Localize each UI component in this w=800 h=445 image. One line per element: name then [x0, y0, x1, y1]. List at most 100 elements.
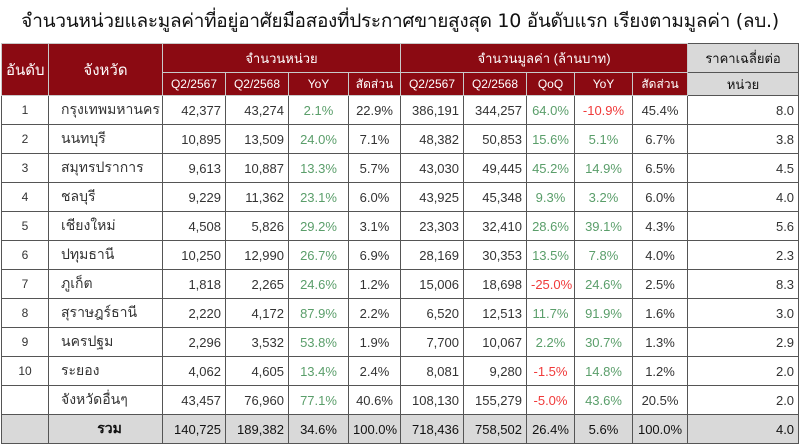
page-title: จำนวนหน่วยและมูลค่าที่อยู่อาศัยมือสองที่…	[21, 10, 779, 32]
value-q2-2568-cell: 45,348	[463, 182, 527, 212]
value-qoq-cell: 15.6%	[526, 124, 575, 154]
province-cell: ชลบุรี	[48, 182, 163, 212]
value-q2-2567-cell: 28,169	[400, 240, 464, 270]
province-cell: กรุงเทพมหานคร	[48, 95, 163, 125]
value-q2-2568-cell: 18,698	[463, 269, 527, 299]
value-q2-2568-cell: 12,513	[463, 298, 527, 328]
rank-cell: 6	[1, 240, 49, 270]
avg-price-cell: 4.5	[687, 153, 800, 183]
header-units-yoy: YoY	[288, 72, 349, 96]
header-value-q2-2567: Q2/2567	[400, 72, 464, 96]
rank-cell: 10	[1, 356, 49, 386]
value-yoy-cell: 30.7%	[574, 327, 633, 357]
value-share-cell: 1.6%	[631, 298, 689, 328]
table-row: 5 เชียงใหม่ 4,508 5,826 29.2% 3.1% 23,303 32,41…	[1, 211, 800, 241]
value-q2-2567-cell: 15,006	[400, 269, 464, 299]
table-row: จังหวัดอื่นๆ 43,457 76,960 77.1% 40.6% 108,13…	[1, 385, 800, 415]
value-yoy-cell: 5.6%	[574, 414, 633, 444]
value-yoy-cell: 14.8%	[574, 356, 633, 386]
rank-cell: 9	[1, 327, 49, 357]
units-q2-2568-cell: 76,960	[225, 385, 289, 415]
value-share-cell: 6.5%	[631, 153, 689, 183]
value-share-cell: 4.0%	[631, 240, 689, 270]
value-yoy-cell: 3.2%	[574, 182, 633, 212]
units-yoy-cell: 87.9%	[288, 298, 349, 328]
value-share-cell: 6.7%	[631, 124, 689, 154]
table-row: 6 ปทุมธานี 10,250 12,990 26.7% 6.9% 28,169 30,3…	[1, 240, 800, 270]
value-q2-2567-cell: 7,700	[400, 327, 464, 357]
header-value-yoy: YoY	[574, 72, 633, 96]
header-units-q2-2567: Q2/2567	[162, 72, 226, 96]
province-cell: ปทุมธานี	[48, 240, 163, 270]
value-qoq-cell: -5.0%	[526, 385, 575, 415]
header-province: จังหวัด	[48, 43, 163, 96]
province-cell: ภูเก็ต	[48, 269, 163, 299]
avg-price-cell: 4.0	[687, 182, 800, 212]
units-share-cell: 1.2%	[348, 269, 401, 299]
province-cell: รวม	[48, 414, 163, 444]
avg-price-cell: 8.0	[687, 95, 800, 125]
value-q2-2567-cell: 23,303	[400, 211, 464, 241]
units-q2-2568-cell: 189,382	[225, 414, 289, 444]
units-share-cell: 7.1%	[348, 124, 401, 154]
value-q2-2567-cell: 48,382	[400, 124, 464, 154]
rank-cell: 7	[1, 269, 49, 299]
units-q2-2568-cell: 5,826	[225, 211, 289, 241]
units-share-cell: 100.0%	[348, 414, 401, 444]
table-row: 9 นครปฐม 2,296 3,532 53.8% 1.9% 7,700 10,067 2.2…	[1, 327, 800, 357]
avg-price-cell: 8.3	[687, 269, 800, 299]
rank-cell: 3	[1, 153, 49, 183]
header-rank: อันดับ	[1, 43, 49, 96]
value-qoq-cell: 9.3%	[526, 182, 575, 212]
value-q2-2568-cell: 155,279	[463, 385, 527, 415]
value-q2-2568-cell: 758,502	[463, 414, 527, 444]
units-share-cell: 2.2%	[348, 298, 401, 328]
value-qoq-cell: 11.7%	[526, 298, 575, 328]
avg-price-cell: 4.0	[687, 414, 800, 444]
header-units-share: สัดส่วน	[348, 72, 401, 96]
province-cell: จังหวัดอื่นๆ	[48, 385, 163, 415]
units-yoy-cell: 34.6%	[288, 414, 349, 444]
value-qoq-cell: -1.5%	[526, 356, 575, 386]
units-yoy-cell: 24.0%	[288, 124, 349, 154]
units-q2-2568-cell: 3,532	[225, 327, 289, 357]
units-q2-2568-cell: 13,509	[225, 124, 289, 154]
rank-cell: 4	[1, 182, 49, 212]
units-q2-2567-cell: 9,613	[162, 153, 226, 183]
value-share-cell: 100.0%	[631, 414, 689, 444]
value-share-cell: 6.0%	[631, 182, 689, 212]
rank-cell	[1, 385, 49, 415]
units-q2-2568-cell: 11,362	[225, 182, 289, 212]
value-q2-2567-cell: 718,436	[400, 414, 464, 444]
units-q2-2567-cell: 4,062	[162, 356, 226, 386]
header-value-group: จำนวนมูลค่า (ล้านบาท)	[399, 43, 689, 73]
rank-cell	[1, 414, 49, 444]
avg-price-cell: 2.3	[687, 240, 800, 270]
table-row: 8 สุราษฎร์ธานี 2,220 4,172 87.9% 2.2% 6,520 12,…	[1, 298, 800, 328]
units-share-cell: 3.1%	[348, 211, 401, 241]
units-yoy-cell: 53.8%	[288, 327, 349, 357]
value-q2-2567-cell: 43,925	[400, 182, 464, 212]
units-yoy-cell: 29.2%	[288, 211, 349, 241]
province-cell: นนทบุรี	[48, 124, 163, 154]
value-yoy-cell: 39.1%	[574, 211, 633, 241]
total-row: รวม 140,725 189,382 34.6% 100.0% 718,436 758,5…	[1, 414, 800, 444]
units-q2-2568-cell: 43,274	[225, 95, 289, 125]
units-q2-2567-cell: 140,725	[162, 414, 226, 444]
units-yoy-cell: 23.1%	[288, 182, 349, 212]
value-share-cell: 2.5%	[631, 269, 689, 299]
avg-price-cell: 5.6	[687, 211, 800, 241]
top10-resale-housing-table: อันดับ จังหวัด จำนวนหน่วย จำนวนมูลค่า (ล…	[1, 43, 800, 444]
units-q2-2567-cell: 10,895	[162, 124, 226, 154]
rank-cell: 5	[1, 211, 49, 241]
value-q2-2568-cell: 9,280	[463, 356, 527, 386]
value-q2-2568-cell: 344,257	[463, 95, 527, 125]
value-q2-2567-cell: 8,081	[400, 356, 464, 386]
table-row: 4 ชลบุรี 9,229 11,362 23.1% 6.0% 43,925 45,348 9…	[1, 182, 800, 212]
value-yoy-cell: 5.1%	[574, 124, 633, 154]
units-yoy-cell: 26.7%	[288, 240, 349, 270]
units-q2-2567-cell: 10,250	[162, 240, 226, 270]
units-q2-2567-cell: 2,296	[162, 327, 226, 357]
units-q2-2567-cell: 2,220	[162, 298, 226, 328]
units-yoy-cell: 2.1%	[288, 95, 349, 125]
